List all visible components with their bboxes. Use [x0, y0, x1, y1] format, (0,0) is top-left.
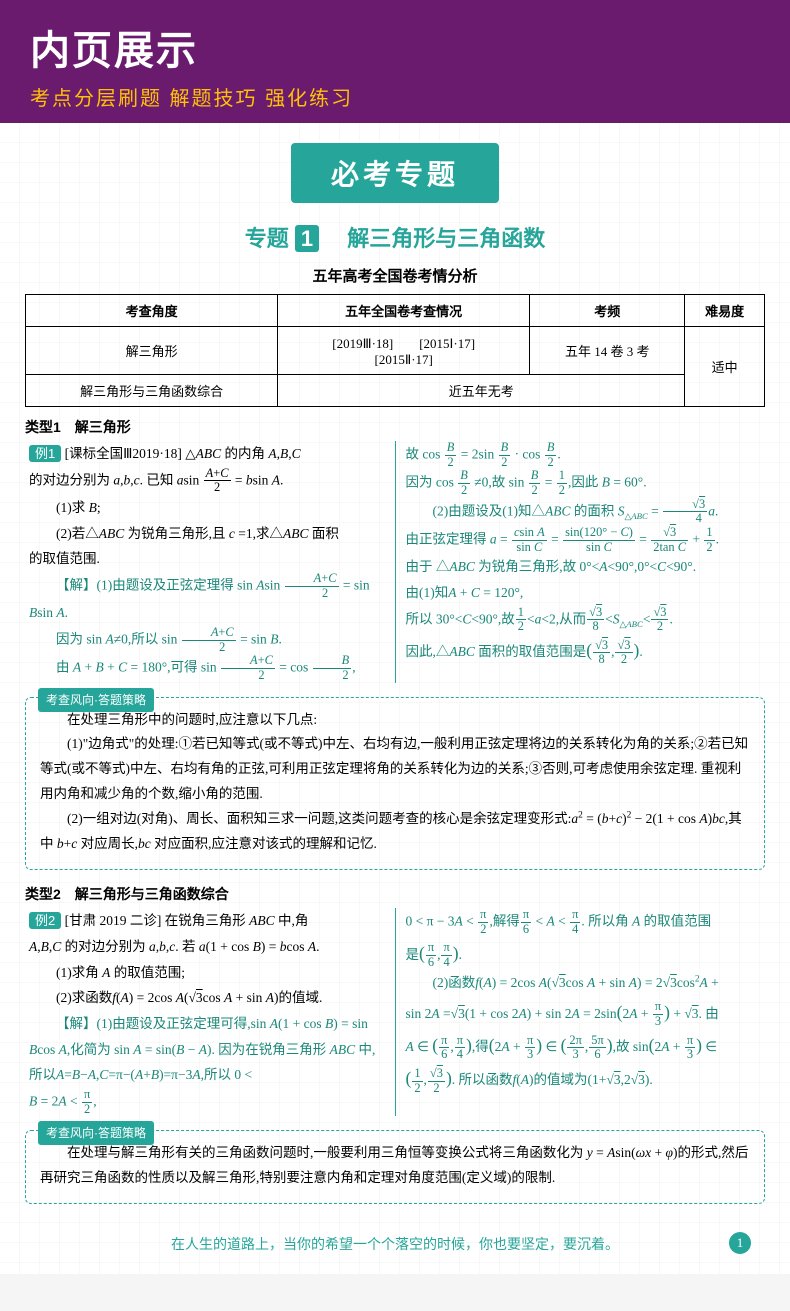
- type2-heading: 类型2 解三角形与三角函数综合: [25, 884, 765, 904]
- example-tag: 例1: [29, 445, 61, 462]
- problem-text: 例1 [课标全国Ⅲ2019·18] △ABC 的内角 A,B,C 的对边分别为 …: [29, 441, 385, 572]
- cell: 近五年无考: [278, 375, 685, 407]
- type1-right: 故 cos B2 = 2sin B2 · cos B2. 因为 cos B2 ≠…: [396, 441, 766, 683]
- topic-name: 解三角形与三角函数: [347, 226, 545, 251]
- cell: 解三角形: [26, 327, 278, 375]
- example-source-2: [甘肃 2019 二诊]: [65, 913, 162, 928]
- th-freq: 考频: [530, 295, 685, 327]
- example-source: [课标全国Ⅲ2019·18]: [65, 446, 182, 461]
- footer-quote: 在人生的道路上，当你的希望一个个落空的时候，你也要坚定，要沉着。: [171, 1238, 619, 1253]
- solution-text-2: 【解】(1)由题设及正弦定理可得,sin A(1 + cos B) = sin …: [29, 1011, 385, 1116]
- section-banner: 必考专题: [291, 143, 499, 203]
- th-angle: 考查角度: [26, 295, 278, 327]
- cell: 解三角形与三角函数综合: [26, 375, 278, 407]
- type1-columns: 例1 [课标全国Ⅲ2019·18] △ABC 的内角 A,B,C 的对边分别为 …: [25, 441, 765, 683]
- promo-header: 内页展示 考点分层刷题 解题技巧 强化练习: [0, 0, 790, 123]
- analysis-table: 考查角度 五年全国卷考查情况 考频 难易度 解三角形 [2019Ⅲ·18] [2…: [25, 294, 765, 407]
- header-subtitle: 考点分层刷题 解题技巧 强化练习: [30, 82, 760, 111]
- strategy-box-1: 考查风向·答题策略 在处理三角形中的问题时,应注意以下几点: (1)"边角式"的…: [25, 697, 765, 871]
- type1-left: 例1 [课标全国Ⅲ2019·18] △ABC 的内角 A,B,C 的对边分别为 …: [25, 441, 396, 683]
- th-situation: 五年全国卷考查情况: [278, 295, 530, 327]
- header-title: 内页展示: [30, 18, 760, 76]
- type1-heading: 类型1 解三角形: [25, 417, 765, 437]
- type2-left: 例2 [甘肃 2019 二诊] 在锐角三角形 ABC 中,角 A,B,C 的对边…: [25, 908, 396, 1116]
- topic-title: 专题 1 解三角形与三角函数: [25, 221, 765, 253]
- page-footer: 在人生的道路上，当你的希望一个个落空的时候，你也要坚定，要沉着。 1: [25, 1218, 765, 1264]
- page-content: 必考专题 专题 1 解三角形与三角函数 五年高考全国卷考情分析 考查角度 五年全…: [0, 123, 790, 1274]
- cell: 五年 14 卷 3 考: [530, 327, 685, 375]
- solution-text: 【解】(1)由题设及正弦定理得 sin Asin A+C2 = sin Bsin…: [29, 572, 385, 683]
- th-diff: 难易度: [685, 295, 765, 327]
- strategy-tag-2: 考查风向·答题策略: [38, 1121, 154, 1145]
- analysis-subtitle: 五年高考全国卷考情分析: [25, 265, 765, 286]
- strategy-box-2: 考查风向·答题策略 在处理与解三角形有关的三角函数问题时,一般要利用三角恒等变换…: [25, 1130, 765, 1204]
- cell: 适中: [685, 327, 765, 407]
- topic-prefix: 专题: [245, 226, 289, 251]
- type2-columns: 例2 [甘肃 2019 二诊] 在锐角三角形 ABC 中,角 A,B,C 的对边…: [25, 908, 765, 1116]
- page-number: 1: [729, 1232, 751, 1254]
- topic-number: 1: [295, 225, 319, 252]
- example-tag-2: 例2: [29, 912, 61, 929]
- type2-right: 0 < π − 3A < π2,解得π6 < A < π4. 所以角 A 的取值…: [396, 908, 766, 1116]
- cell: [2019Ⅲ·18] [2015Ⅰ·17] [2015Ⅱ·17]: [278, 327, 530, 375]
- strategy-tag: 考查风向·答题策略: [38, 688, 154, 712]
- problem-text-2: 例2 [甘肃 2019 二诊] 在锐角三角形 ABC 中,角 A,B,C 的对边…: [29, 908, 385, 1011]
